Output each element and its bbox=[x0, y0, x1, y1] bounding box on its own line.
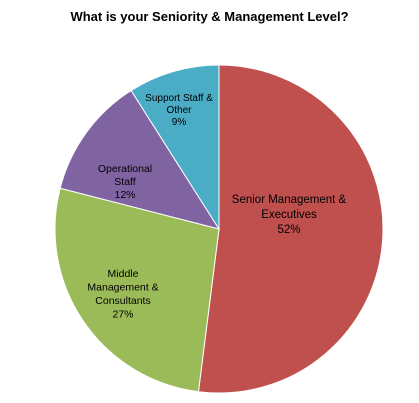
slice-name-line: Support Staff & bbox=[145, 93, 213, 104]
slice-label-support-staff-other: Support Staff & Other 9% bbox=[145, 93, 213, 128]
chart-title: What is your Seniority & Management Leve… bbox=[70, 9, 349, 24]
slice-percent-label: 9% bbox=[172, 117, 187, 128]
slice-name-line: Staff bbox=[114, 176, 135, 188]
pie-slice-middle-management-consultants bbox=[54, 187, 220, 393]
slice-name-line: Middle bbox=[108, 268, 139, 280]
slice-name-line: Executives bbox=[261, 209, 317, 221]
slice-name-line: Senior Management & bbox=[232, 194, 347, 206]
slice-percent-label: 52% bbox=[277, 224, 300, 236]
slice-percent-label: 27% bbox=[112, 309, 133, 321]
pie-slice-senior-management-executives bbox=[197, 64, 384, 394]
slice-percent-label: 12% bbox=[114, 189, 135, 201]
slice-name-line: Operational bbox=[98, 163, 152, 175]
slice-label-senior-management-executives: Senior Management & Executives 52% bbox=[232, 194, 347, 236]
slice-name-line: Management & bbox=[87, 282, 158, 294]
slice-label-middle-management-consultants: Middle Management & Consultants 27% bbox=[87, 268, 158, 321]
pie-slice-operational-staff bbox=[59, 89, 221, 230]
pie-slice-support-staff-other bbox=[130, 64, 220, 231]
slice-label-operational-staff: Operational Staff 12% bbox=[98, 163, 152, 201]
slice-name-line: Consultants bbox=[95, 295, 150, 307]
slice-name-line: Other bbox=[166, 105, 192, 116]
